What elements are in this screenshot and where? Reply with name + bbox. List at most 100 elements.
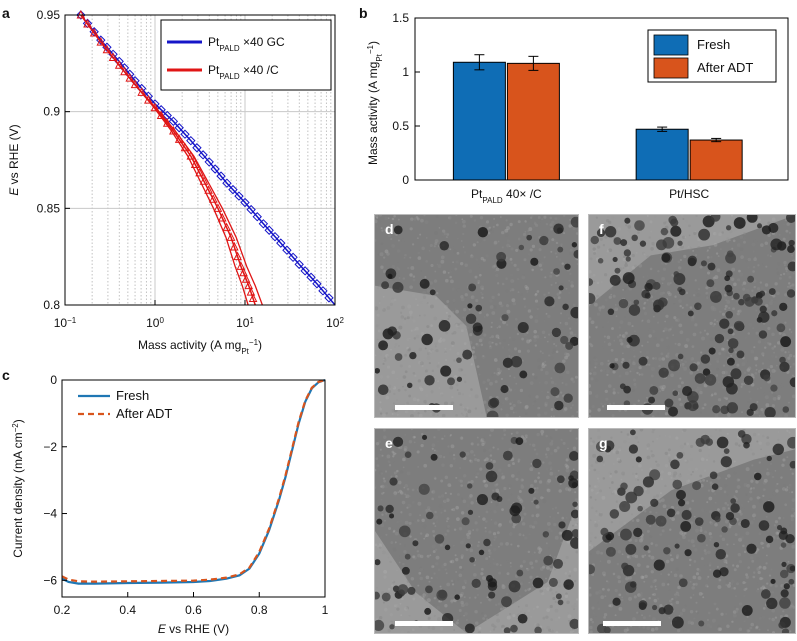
tem-particle — [502, 450, 513, 461]
tem-particle — [517, 613, 528, 624]
tem-noise — [427, 302, 431, 306]
tem-noise — [549, 568, 553, 571]
tem-noise — [650, 627, 655, 632]
tem-noise — [380, 472, 383, 475]
tem-particle — [719, 567, 729, 577]
tem-noise — [631, 553, 636, 558]
tem-noise — [409, 337, 411, 340]
tem-noise — [514, 411, 518, 414]
tem-noise — [399, 364, 403, 368]
tem-noise — [724, 612, 728, 616]
tem-noise — [660, 470, 665, 474]
tem-noise — [667, 224, 671, 228]
tem-noise — [677, 342, 681, 347]
tem-noise — [706, 332, 709, 336]
tem-noise — [396, 266, 399, 269]
tem-noise — [643, 302, 646, 306]
tem-noise — [769, 255, 772, 258]
tem-noise — [403, 550, 407, 554]
tem-noise — [612, 402, 615, 405]
tem-noise — [558, 291, 562, 294]
tem-noise — [427, 484, 430, 486]
tem-noise — [533, 448, 537, 451]
tem-noise — [575, 598, 578, 601]
tem-noise — [385, 412, 388, 415]
tem-noise — [463, 251, 467, 254]
tem-particle — [510, 355, 523, 368]
tem-noise — [684, 344, 689, 349]
tem-noise — [564, 353, 568, 357]
tem-noise — [747, 266, 750, 269]
tem-noise — [665, 355, 668, 358]
tem-noise — [461, 218, 464, 221]
tem-noise — [589, 414, 591, 417]
tem-noise — [668, 616, 671, 619]
tem-noise — [492, 558, 495, 561]
tem-noise — [665, 559, 670, 564]
tem-noise — [641, 554, 645, 558]
tem-noise — [419, 532, 423, 535]
tem-noise — [540, 320, 544, 324]
tem-noise — [703, 549, 707, 552]
tem-noise — [406, 348, 410, 351]
tem-noise — [465, 326, 469, 330]
tem-noise — [679, 304, 682, 308]
x-tick-label: 0.8 — [251, 603, 268, 617]
tem-noise — [427, 625, 431, 629]
tem-noise — [440, 479, 444, 483]
tem-noise — [709, 337, 714, 341]
tem-noise — [544, 380, 549, 385]
tem-noise — [451, 396, 454, 399]
tem-noise — [661, 282, 664, 285]
tem-particle — [720, 456, 732, 468]
tem-particle — [746, 408, 754, 417]
tem-noise — [694, 548, 698, 552]
tem-noise — [381, 307, 385, 311]
tem-noise — [595, 510, 598, 513]
tem-noise — [739, 612, 743, 615]
tem-noise — [545, 542, 548, 545]
tem-noise — [390, 475, 393, 478]
tem-noise — [517, 605, 520, 608]
tem-noise — [752, 575, 756, 579]
tem-noise — [611, 481, 614, 484]
tem-noise — [634, 385, 638, 389]
tem-noise — [652, 440, 654, 443]
tem-noise — [620, 431, 623, 434]
tem-noise — [393, 491, 398, 496]
tem-noise — [446, 529, 450, 533]
data-point — [137, 87, 146, 96]
tem-noise — [506, 239, 511, 243]
tem-noise — [611, 491, 614, 494]
tem-noise — [467, 530, 472, 534]
tem-noise — [480, 438, 485, 442]
tem-noise — [590, 368, 594, 372]
tem-noise — [400, 511, 403, 514]
tem-noise — [444, 492, 447, 495]
tem-noise — [520, 611, 522, 613]
tem-noise — [590, 488, 594, 492]
x-tick-label: 0.4 — [119, 603, 136, 617]
tem-particle — [758, 520, 770, 531]
tem-noise — [507, 343, 510, 346]
tem-noise — [430, 592, 434, 596]
tem-noise — [599, 489, 603, 493]
tem-noise — [600, 304, 604, 308]
tem-noise — [393, 412, 397, 416]
tem-noise — [680, 628, 684, 633]
tem-noise — [568, 224, 572, 228]
tem-noise — [481, 296, 484, 299]
tem-noise — [496, 372, 500, 376]
tem-noise — [757, 582, 760, 586]
tem-noise — [412, 555, 417, 560]
tem-noise — [671, 517, 675, 522]
tem-noise — [753, 239, 758, 244]
tem-noise — [419, 554, 424, 559]
tem-noise — [654, 626, 659, 631]
tem-noise — [632, 370, 635, 373]
tem-noise — [603, 616, 606, 619]
tem-noise — [693, 451, 697, 456]
tem-noise — [695, 388, 699, 392]
tem-noise — [740, 385, 743, 388]
tem-noise — [648, 334, 652, 338]
